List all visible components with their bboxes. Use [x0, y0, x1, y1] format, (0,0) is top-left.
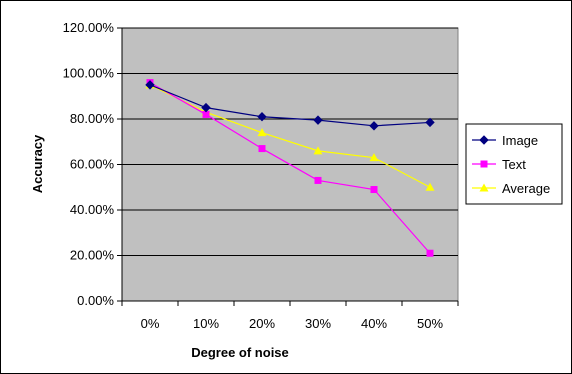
x-tick-label: 40% — [361, 316, 387, 331]
y-tick-labels: 0.00% 20.00% 40.00% 60.00% 80.00% 100.00% 120.… — [63, 20, 115, 308]
series-line-text — [149, 82, 431, 254]
y-tick-label: 120.00% — [63, 20, 115, 35]
legend-item-text: Text — [472, 157, 526, 172]
legend-marker — [480, 160, 488, 168]
legend-label: Average — [502, 181, 550, 196]
x-tick-label: 10% — [193, 316, 219, 331]
series-line-average — [149, 84, 431, 188]
data-point-image — [145, 80, 155, 90]
x-tick-label: 50% — [417, 316, 443, 331]
y-axis-title: Accuracy — [30, 134, 45, 193]
legend: Image Text Average — [465, 123, 563, 205]
data-point-average — [257, 128, 267, 137]
y-tick-label: 60.00% — [70, 157, 115, 172]
legend-marker — [479, 183, 489, 192]
data-point-average — [425, 182, 435, 191]
data-point-average — [313, 146, 323, 155]
x-tick-label: 0% — [141, 316, 160, 331]
y-tick-label: 100.00% — [63, 66, 115, 81]
y-tick-label: 40.00% — [70, 202, 115, 217]
data-point-average — [369, 153, 379, 162]
legend-item-image: Image — [472, 133, 538, 148]
data-point-image — [257, 112, 267, 122]
x-tick-label: 20% — [249, 316, 275, 331]
data-point-text — [202, 110, 210, 118]
data-point-image — [369, 121, 379, 131]
series-line-image — [149, 84, 431, 127]
x-tick-label: 30% — [305, 316, 331, 331]
legend-marker — [479, 135, 489, 145]
data-point-image — [425, 117, 435, 128]
series — [145, 79, 435, 257]
axes — [117, 27, 459, 306]
legend-label: Image — [502, 133, 538, 148]
y-tick-label: 20.00% — [70, 248, 115, 263]
series-image — [145, 80, 435, 131]
x-axis-title: Degree of noise — [191, 345, 289, 360]
data-point-image — [201, 102, 211, 113]
data-point-text — [314, 176, 322, 184]
legend-item-average: Average — [472, 181, 550, 196]
x-tick-labels: 0% 10% 20% 30% 40% 50% — [141, 316, 444, 331]
data-point-text — [370, 186, 378, 194]
legend-label: Text — [502, 157, 526, 172]
y-tick-label: 80.00% — [70, 111, 115, 126]
data-point-text — [258, 145, 266, 153]
data-point-image — [313, 115, 323, 125]
y-tick-label: 0.00% — [77, 293, 114, 308]
data-point-text — [426, 249, 434, 257]
